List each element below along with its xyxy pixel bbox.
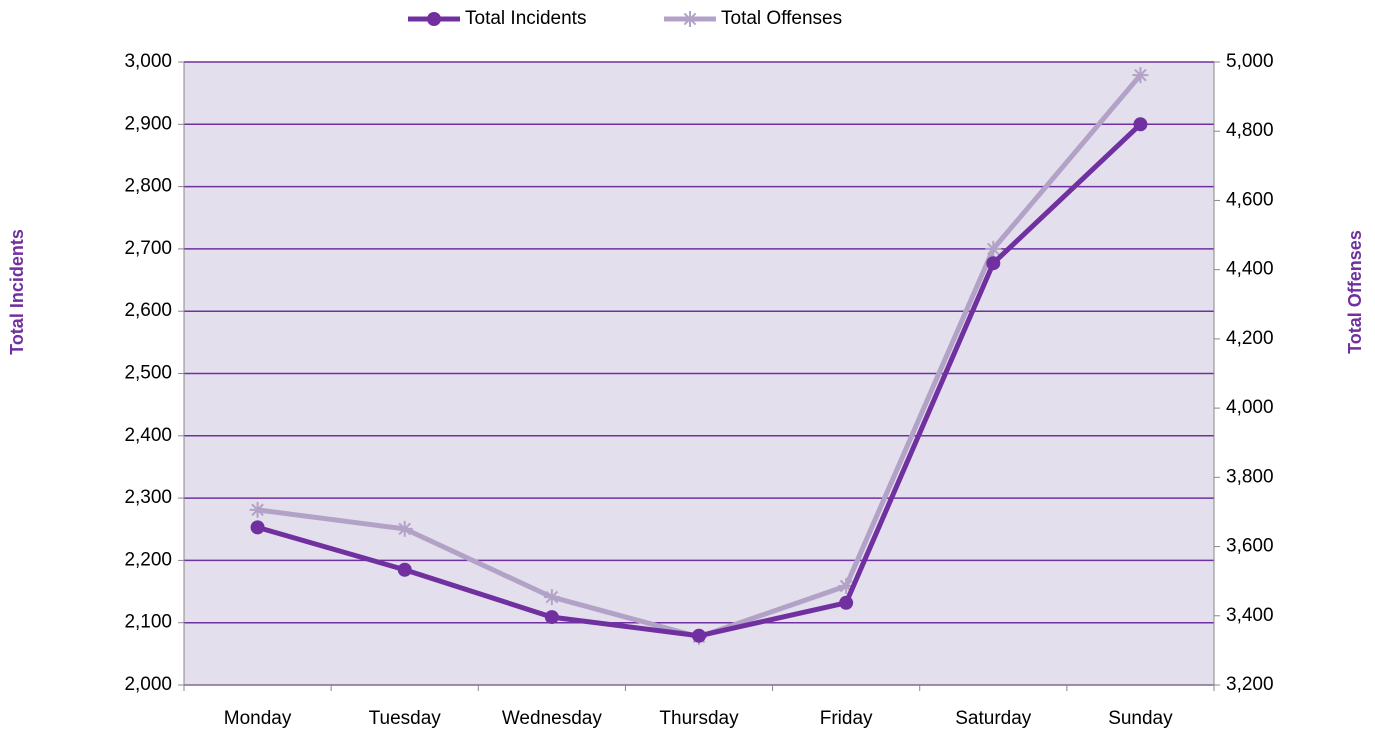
legend-label: Total Incidents	[465, 8, 586, 29]
point	[249, 501, 266, 518]
y-tick-label: 2,600	[124, 300, 172, 321]
y-tick-label: 2,900	[124, 113, 172, 134]
x-tick-label: Friday	[820, 708, 873, 729]
y2-tick-label: 3,200	[1226, 674, 1274, 695]
y2-tick-label: 4,800	[1226, 120, 1274, 141]
x-tick-label: Tuesday	[369, 708, 442, 729]
point	[692, 628, 706, 643]
y2-tick-label: 3,800	[1226, 466, 1274, 487]
point	[397, 562, 412, 577]
y2-tick-label: 4,600	[1226, 189, 1274, 210]
y2-axis-title: Total Offenses	[1345, 230, 1365, 354]
y2-tick-label: 4,400	[1226, 259, 1274, 280]
x-tick-label: Thursday	[659, 708, 739, 729]
point	[1133, 117, 1148, 132]
point	[986, 256, 1001, 271]
x-tick-label: Monday	[224, 708, 292, 729]
y2-tick-label: 4,200	[1226, 328, 1274, 349]
y-tick-label: 2,100	[124, 612, 172, 633]
y-tick-label: 2,000	[124, 674, 172, 695]
y-tick-label: 2,800	[124, 176, 172, 197]
point	[543, 589, 560, 606]
x-tick-label: Saturday	[955, 708, 1032, 729]
point	[396, 520, 413, 537]
legend-label: Total Offenses	[721, 8, 842, 29]
point	[839, 595, 854, 610]
y2-tick-label: 3,400	[1226, 605, 1274, 626]
y-tick-label: 2,500	[124, 363, 172, 384]
y-axis-title: Total Incidents	[7, 229, 27, 355]
point	[250, 520, 265, 535]
point	[544, 610, 559, 625]
x-tick-label: Sunday	[1108, 708, 1173, 729]
y-tick-label: 2,300	[124, 487, 172, 508]
point	[838, 578, 855, 595]
y-tick-label: 2,400	[124, 425, 172, 446]
point	[1132, 67, 1149, 84]
y-tick-label: 3,000	[124, 51, 172, 72]
y-tick-label: 2,700	[124, 238, 172, 259]
y-tick-label: 2,200	[124, 549, 172, 570]
y2-tick-label: 5,000	[1226, 51, 1274, 72]
legend-marker	[682, 11, 698, 27]
y2-tick-label: 4,000	[1226, 397, 1274, 418]
y2-tick-label: 3,600	[1226, 536, 1274, 557]
x-tick-label: Wednesday	[502, 708, 602, 729]
legend-marker	[427, 12, 441, 26]
point	[985, 240, 1002, 257]
